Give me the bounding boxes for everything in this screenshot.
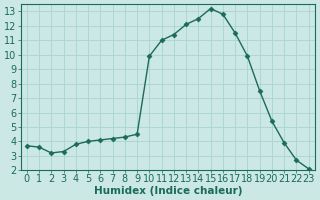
X-axis label: Humidex (Indice chaleur): Humidex (Indice chaleur) bbox=[93, 186, 242, 196]
